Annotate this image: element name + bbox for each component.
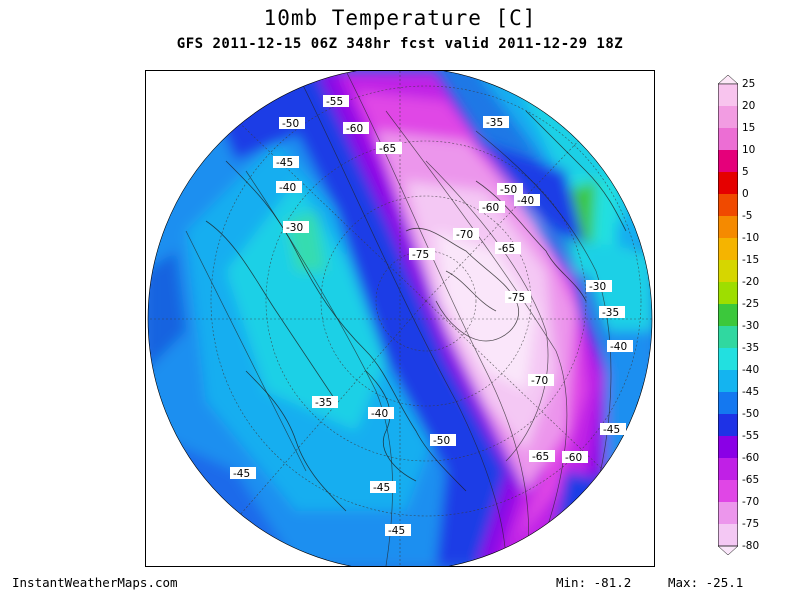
colorbar-segment: [718, 436, 738, 459]
colorbar-top-arrow: [718, 75, 738, 85]
colorbar-tick-label: -70: [742, 496, 760, 508]
colorbar-frame: [718, 83, 738, 547]
min-stat: Min: -81.2: [556, 575, 631, 590]
colorbar-tick-label: -15: [742, 254, 760, 266]
colorbar-tick-label: -80: [742, 540, 760, 552]
contour-label: -35: [486, 117, 503, 129]
colorbar-tick-label: 5: [742, 166, 749, 178]
polar-temperature-map: -55 -50 -60 -35 -65 -45 -40 -50 -60 -40 …: [147, 71, 653, 566]
colorbar-segment: [718, 524, 738, 547]
colorbar-segment: [718, 106, 738, 129]
max-label: Max:: [668, 575, 699, 590]
colorbar-tick-label: 20: [742, 100, 756, 112]
colorbar-bottom-arrow: [718, 545, 738, 555]
colorbar-segment: [718, 326, 738, 349]
colorbar-segment: [718, 348, 738, 371]
contour-label: -40: [279, 182, 296, 194]
colorbar-tick-label: -5: [742, 210, 753, 222]
colorbar-segment: [718, 260, 738, 283]
contour-label: -40: [371, 408, 388, 420]
contour-label: -60: [482, 202, 499, 214]
colorbar-tick-label: -40: [742, 364, 760, 376]
contour-label: -30: [589, 281, 606, 293]
colorbar-segment: [718, 480, 738, 503]
max-stat: Max: -25.1: [668, 575, 743, 590]
max-value: -25.1: [705, 575, 744, 590]
colorbar-tick-label: 15: [742, 122, 756, 134]
contour-label: -65: [379, 143, 396, 155]
polar-map-frame: -55 -50 -60 -35 -65 -45 -40 -50 -60 -40 …: [145, 70, 655, 567]
contour-lines: [185, 71, 612, 566]
contour-label: -70: [531, 375, 548, 387]
contour-label: -40: [517, 195, 534, 207]
colorbar-tick-label: -30: [742, 320, 760, 332]
min-value: -81.2: [593, 575, 632, 590]
contour-label: -50: [433, 435, 450, 447]
contour-label: -75: [412, 249, 429, 261]
colorbar-segment: [718, 216, 738, 239]
site-credit: InstantWeatherMaps.com: [12, 575, 178, 590]
colorbar-segment: [718, 370, 738, 393]
map-title: 10mb Temperature [C]: [263, 6, 537, 30]
contour-label: -45: [373, 482, 390, 494]
contour-label: -60: [346, 123, 363, 135]
contour-label: -70: [456, 229, 473, 241]
colorbar-tick-label: -45: [742, 386, 760, 398]
contour-label: -45: [603, 424, 620, 436]
contour-label: -45: [233, 468, 250, 480]
contour-label: -35: [602, 307, 619, 319]
map-disk-edge: [147, 71, 653, 566]
colorbar-tick-label: -25: [742, 298, 760, 310]
colorbar-tick-label: -20: [742, 276, 760, 288]
colorbar-tick-label: -55: [742, 430, 760, 442]
colorbar-tick-label: -75: [742, 518, 760, 530]
contour-labels: -55 -50 -60 -35 -65 -45 -40 -50 -60 -40 …: [230, 95, 633, 537]
colorbar-tick-label: 25: [742, 78, 756, 90]
colorbar-segment: [718, 150, 738, 173]
colorbar-segment: [718, 84, 738, 107]
colorbar-tick-label: -10: [742, 232, 760, 244]
contour-label: -55: [326, 96, 343, 108]
colorbar-segment: [718, 392, 738, 415]
contour-label: -75: [508, 292, 525, 304]
contour-label: -30: [286, 222, 303, 234]
temperature-colorbar: [718, 75, 738, 555]
colorbar-segment: [718, 414, 738, 437]
contour-label: -45: [388, 525, 405, 537]
colorbar-segment: [718, 304, 738, 327]
colorbar-tick-label: -35: [742, 342, 760, 354]
colorbar-segment: [718, 502, 738, 525]
min-label: Min:: [556, 575, 587, 590]
colorbar-segment: [718, 194, 738, 217]
colorbar-segment: [718, 172, 738, 195]
colorbar-segment: [718, 238, 738, 261]
contour-label: -35: [315, 397, 332, 409]
colorbar-tick-label: -50: [742, 408, 760, 420]
colorbar-segment: [718, 128, 738, 151]
colorbar-segment: [718, 282, 738, 305]
colorbar-tick-label: 0: [742, 188, 749, 200]
contour-label: -60: [565, 452, 582, 464]
contour-label: -50: [282, 118, 299, 130]
colorbar-tick-label: -65: [742, 474, 760, 486]
colorbar-tick-label: -60: [742, 452, 760, 464]
contour-label: -65: [532, 451, 549, 463]
contour-label: -50: [500, 184, 517, 196]
contour-label: -65: [498, 243, 515, 255]
contour-label: -45: [276, 157, 293, 169]
colorbar-tick-label: 10: [742, 144, 756, 156]
contour-label: -40: [610, 341, 627, 353]
colorbar-segment: [718, 458, 738, 481]
map-subtitle: GFS 2011-12-15 06Z 348hr fcst valid 2011…: [176, 36, 624, 52]
